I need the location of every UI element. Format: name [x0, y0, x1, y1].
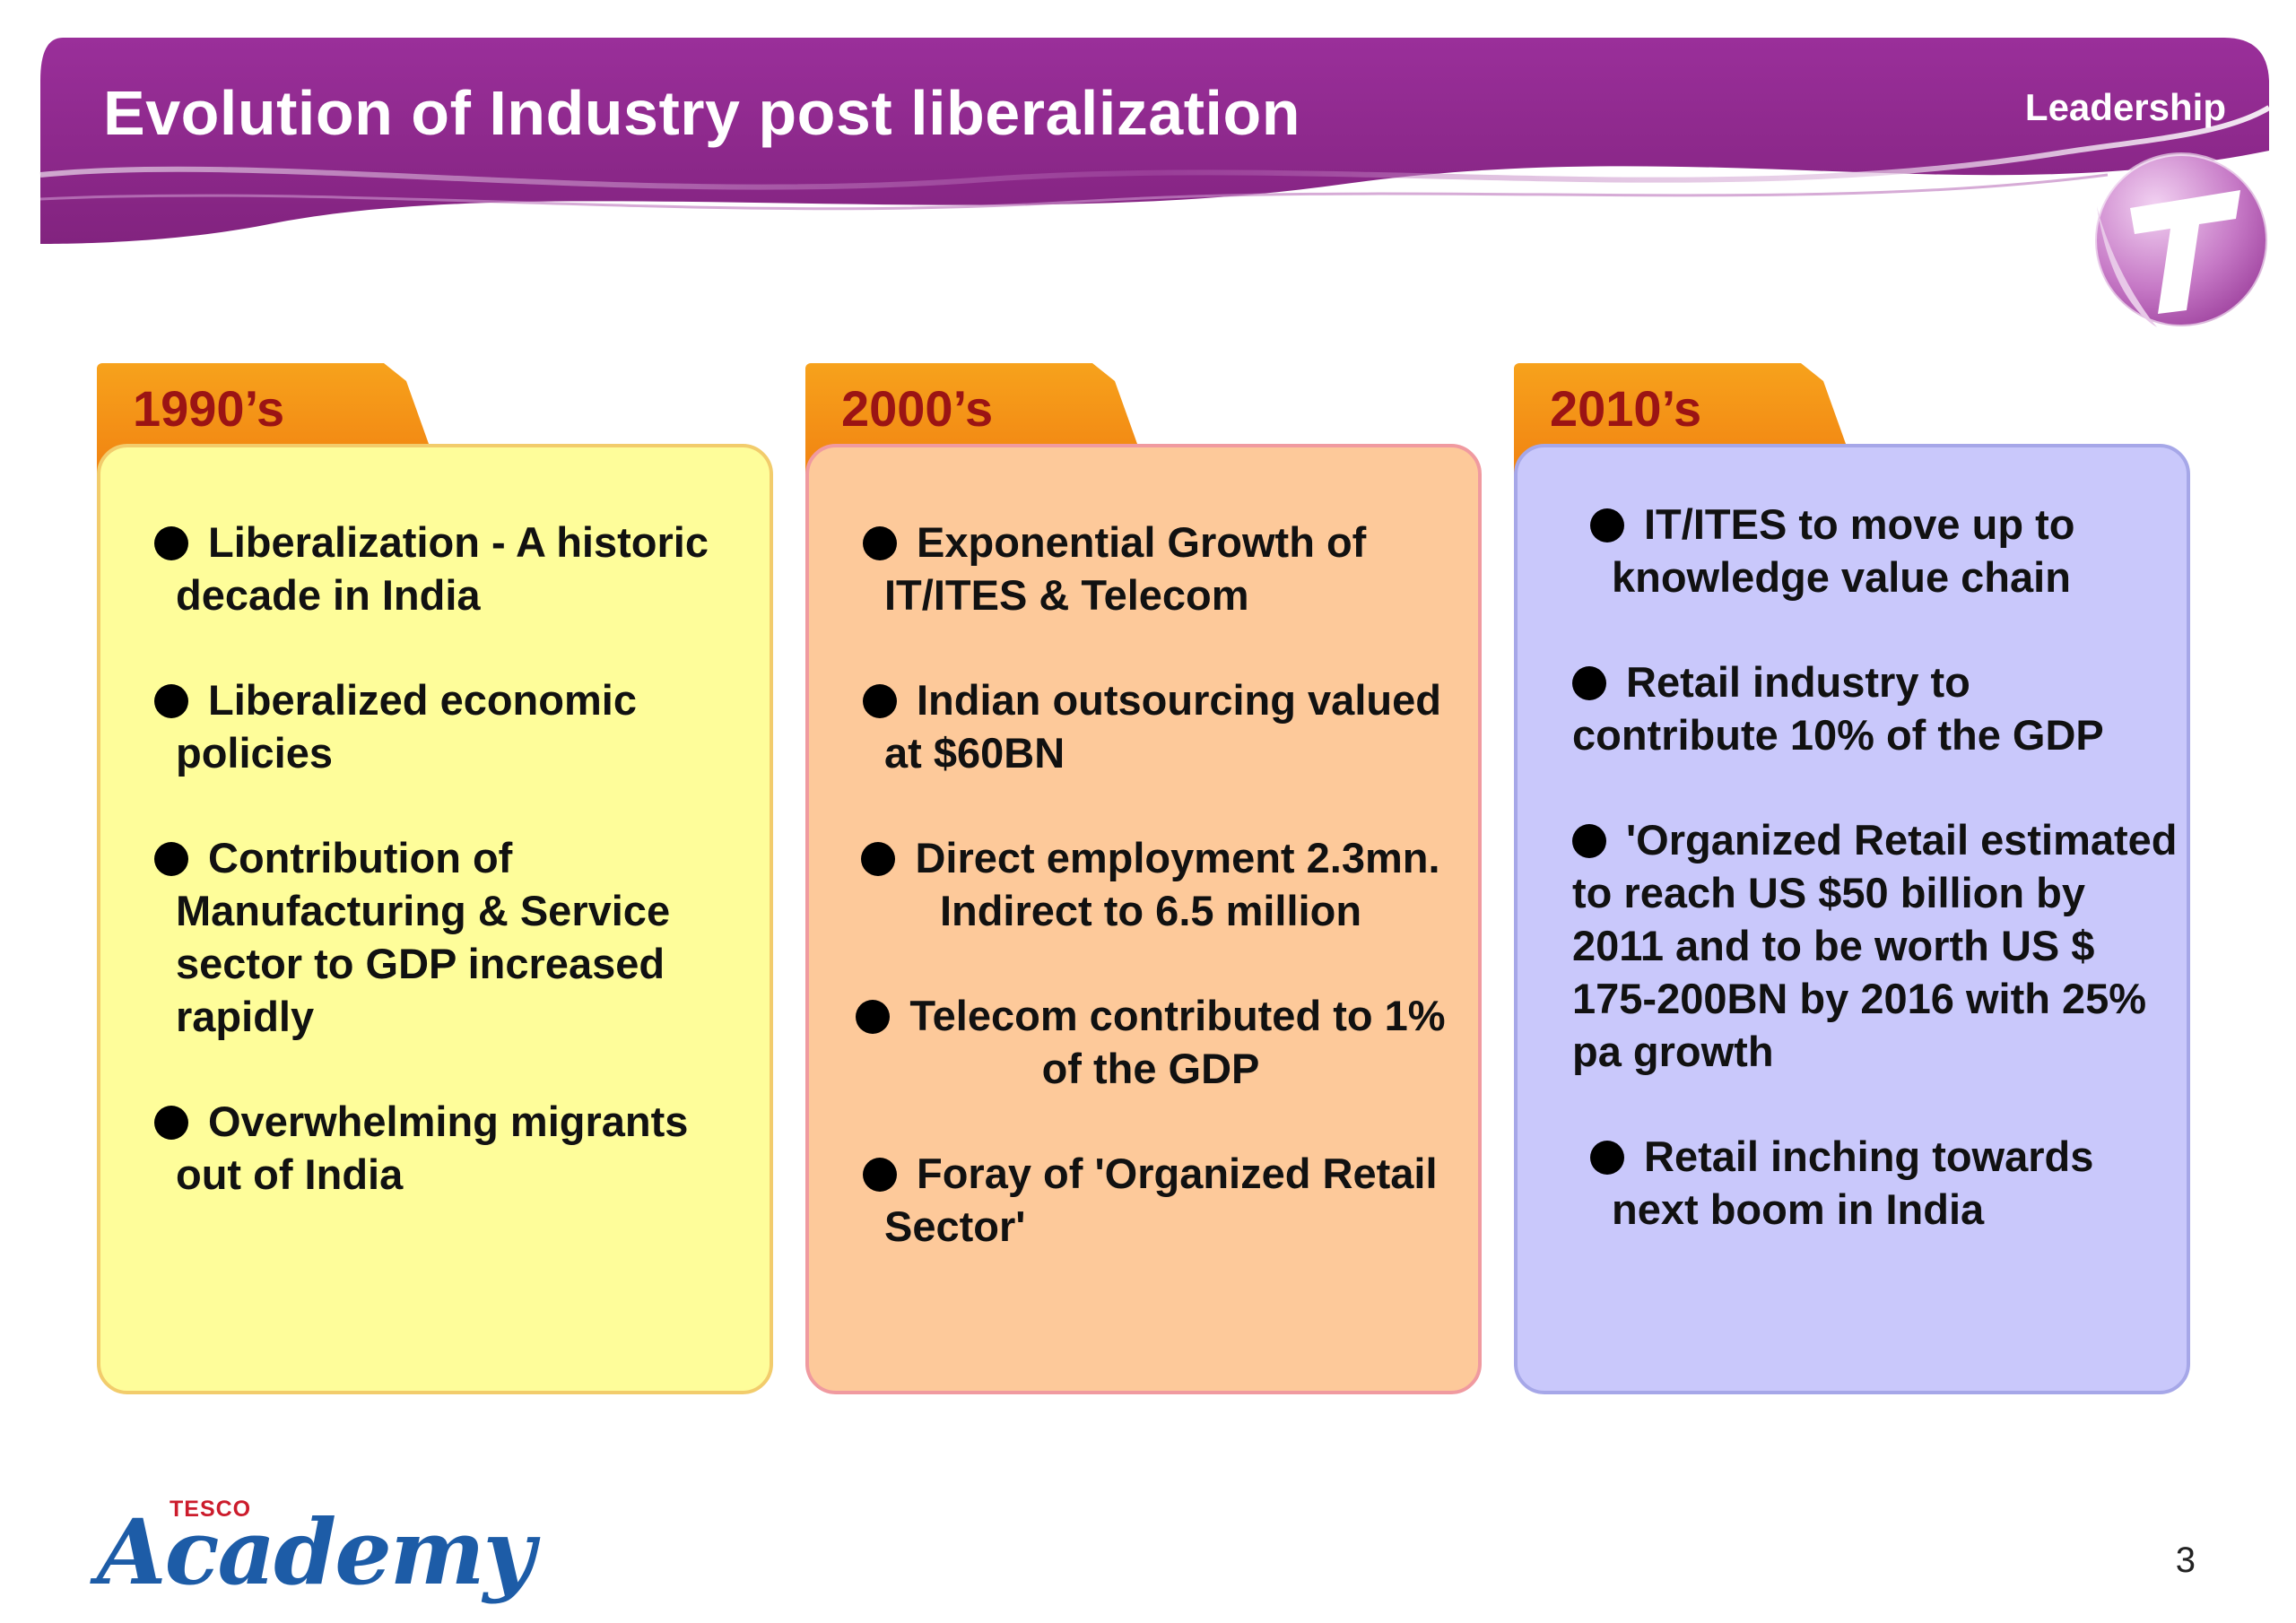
bullet-list: Liberalization - A historic decade in In…	[133, 516, 752, 1253]
bullet-item: Direct employment 2.3mn. Indirect to 6.5…	[841, 831, 1460, 937]
bullet-dot-icon	[154, 526, 188, 560]
panel-2010s: 2010’s IT/ITES to move up to knowledge v…	[1514, 363, 2190, 1394]
academy-logo: Academy	[97, 1499, 535, 1605]
bullet-item: Liberalized economic policies	[133, 673, 752, 779]
bullet-list: IT/ITES to move up to knowledge value ch…	[1572, 498, 2182, 1288]
t-circle-logo-icon	[2093, 152, 2269, 328]
bullet-dot-icon	[154, 684, 188, 718]
bullet-list: Exponential Growth of IT/ITES & Telecom …	[841, 516, 1460, 1305]
bullet-item: Foray of 'Organized Retail Sector'	[841, 1147, 1460, 1253]
bullet-dot-icon	[1572, 824, 1606, 858]
bullet-item: Exponential Growth of IT/ITES & Telecom	[841, 516, 1460, 621]
bullet-item: Retail industry to contribute 10% of the…	[1572, 658, 2104, 759]
bullet-item: Telecom contributed to 1% of the GDP	[841, 989, 1460, 1095]
panel-label: 1990’s	[133, 380, 285, 437]
bullet-dot-icon	[154, 1106, 188, 1140]
header-banner	[39, 38, 2271, 244]
panel-label: 2000’s	[841, 380, 994, 437]
panel-card	[805, 444, 1482, 1394]
bullet-dot-icon	[863, 1158, 897, 1192]
page-number: 3	[2175, 1541, 2196, 1580]
section-label: Leadership	[2024, 86, 2226, 128]
bullet-dot-icon	[861, 842, 896, 876]
bullet-item: Retail inching towards next boom in Indi…	[1572, 1130, 2182, 1236]
bullet-dot-icon	[1572, 666, 1606, 700]
slide-title: Evolution of Industry post liberalizatio…	[103, 78, 1300, 148]
panel-card	[1514, 444, 2190, 1394]
bullet-item: Indian outsourcing valued at $60BN	[841, 673, 1460, 779]
panel-card	[97, 444, 773, 1394]
bullet-dot-icon	[154, 842, 188, 876]
bullet-dot-icon	[863, 526, 897, 560]
bullet-item: Liberalization - A historic decade in In…	[133, 516, 752, 621]
bullet-item: 'Organized Retail estimated to reach US …	[1572, 816, 2178, 1075]
bullet-dot-icon	[863, 684, 897, 718]
bullet-dot-icon	[1590, 508, 1624, 542]
bullet-item: IT/ITES to move up to knowledge value ch…	[1572, 498, 2182, 603]
panel-1990s: 1990’s Liberalization - A historic decad…	[97, 363, 773, 1394]
bullet-item: Overwhelming migrants out of India	[133, 1095, 752, 1201]
bullet-dot-icon	[1590, 1141, 1624, 1175]
bullet-item: Contribution of Manufacturing & Service …	[133, 831, 752, 1043]
bullet-dot-icon	[856, 1000, 891, 1034]
panel-2000s: 2000’s Exponential Growth of IT/ITES & T…	[805, 363, 1482, 1394]
tesco-brand-text: TESCO	[170, 1497, 252, 1522]
panel-label: 2010’s	[1550, 380, 1702, 437]
